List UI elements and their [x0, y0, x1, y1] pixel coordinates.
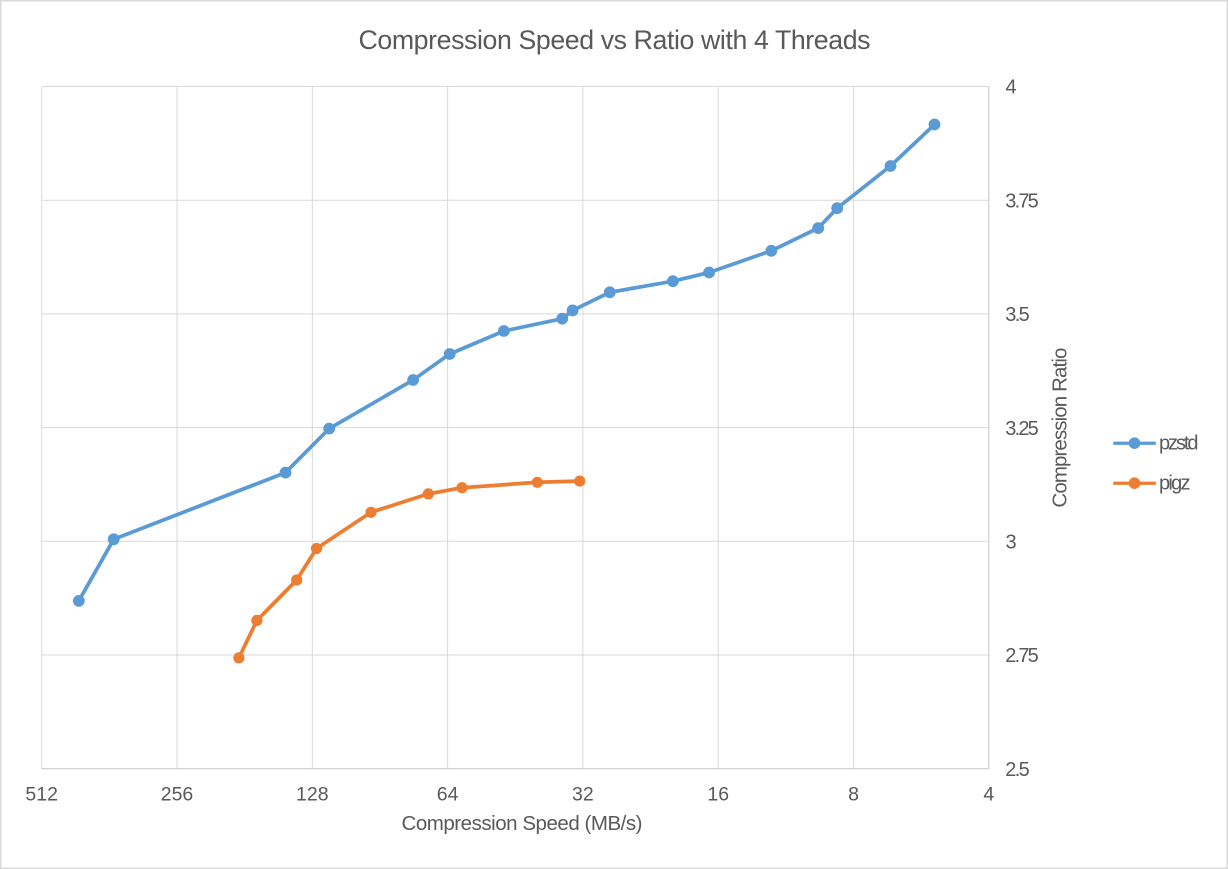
svg-text:8: 8: [848, 784, 859, 806]
svg-text:Compression Speed (MB/s): Compression Speed (MB/s): [402, 812, 643, 835]
svg-text:Compression Ratio: Compression Ratio: [1049, 348, 1072, 508]
svg-text:Compression Speed vs Ratio wit: Compression Speed vs Ratio with 4 Thread…: [359, 25, 871, 55]
svg-text:pzstd: pzstd: [1159, 433, 1199, 455]
svg-text:128: 128: [296, 784, 329, 806]
svg-text:2.5: 2.5: [1005, 759, 1030, 781]
svg-text:pigz: pigz: [1159, 473, 1191, 495]
svg-text:2.75: 2.75: [1005, 645, 1039, 667]
svg-text:256: 256: [161, 784, 194, 806]
svg-text:64: 64: [437, 784, 459, 806]
svg-text:4: 4: [983, 784, 994, 806]
svg-text:3.25: 3.25: [1005, 418, 1039, 440]
svg-text:3.75: 3.75: [1005, 190, 1039, 212]
svg-text:16: 16: [707, 784, 729, 806]
svg-text:3.5: 3.5: [1005, 304, 1030, 326]
svg-text:512: 512: [25, 784, 58, 806]
svg-text:32: 32: [572, 784, 594, 806]
svg-text:3: 3: [1006, 532, 1017, 554]
svg-text:4: 4: [1006, 77, 1017, 99]
